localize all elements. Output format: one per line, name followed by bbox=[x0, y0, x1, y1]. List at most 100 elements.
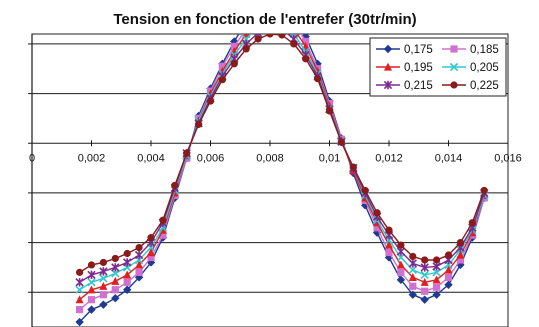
data-point-5-10 bbox=[195, 120, 203, 128]
data-point-2-0 bbox=[75, 295, 84, 304]
data-point-4-28 bbox=[408, 259, 417, 268]
legend-label-5: 0,225 bbox=[470, 80, 499, 92]
data-point-0-4 bbox=[123, 285, 132, 294]
data-point-5-15 bbox=[254, 35, 262, 43]
data-point-1-3 bbox=[111, 286, 119, 294]
data-point-0-17 bbox=[278, 0, 286, 4]
series-line-3 bbox=[79, 34, 485, 291]
data-point-5-24 bbox=[361, 186, 369, 195]
legend-item-3: 0,205 bbox=[442, 62, 499, 74]
legend-item-2: 0,195 bbox=[376, 62, 433, 74]
data-point-5-18 bbox=[290, 40, 298, 48]
data-point-5-17 bbox=[278, 34, 286, 39]
data-point-3-28 bbox=[408, 265, 417, 275]
data-point-4-5 bbox=[134, 250, 144, 260]
data-point-0-31 bbox=[444, 280, 453, 289]
data-point-5-16 bbox=[266, 34, 274, 38]
data-point-5-20 bbox=[314, 75, 322, 83]
data-point-5-2 bbox=[99, 258, 107, 267]
data-point-2-29 bbox=[420, 277, 429, 286]
data-point-0-0 bbox=[75, 317, 84, 327]
data-point-1-4 bbox=[123, 278, 131, 286]
data-point-1-30 bbox=[433, 283, 441, 291]
data-point-4-4 bbox=[123, 258, 132, 267]
data-point-4-29 bbox=[420, 263, 429, 272]
data-point-5-14 bbox=[242, 45, 250, 53]
data-point-0-27 bbox=[396, 275, 406, 285]
data-point-5-11 bbox=[206, 97, 215, 105]
legend-marker-2 bbox=[384, 62, 392, 71]
legend-label-4: 0,215 bbox=[404, 80, 433, 92]
legend-item-0: 0,175 bbox=[376, 44, 433, 56]
x-tick-labels: 0 0,002 0,004 0,006 0,008 0,01 0,012 0,014 0,016 bbox=[29, 152, 522, 164]
data-point-3-1 bbox=[87, 278, 96, 287]
x-tick-label-1: 0,002 bbox=[78, 152, 106, 164]
legend-item-5: 0,225 bbox=[442, 80, 499, 92]
data-point-5-28 bbox=[409, 252, 417, 261]
x-tick-label-7: 0,014 bbox=[435, 152, 463, 164]
data-point-2-28 bbox=[408, 272, 417, 281]
data-point-5-0 bbox=[76, 268, 84, 276]
data-point-5-30 bbox=[433, 256, 441, 264]
data-point-3-3 bbox=[111, 269, 120, 278]
legend-item-4: 0,215 bbox=[376, 80, 433, 92]
x-tick-label-3: 0,006 bbox=[197, 152, 225, 164]
legend: 0,175 0,185 0,195 0,205 0,215 0,225 bbox=[369, 37, 507, 97]
data-point-1-5 bbox=[135, 268, 143, 276]
data-point-0-2 bbox=[99, 300, 108, 309]
data-point-2-31 bbox=[444, 265, 453, 274]
legend-item-1: 0,185 bbox=[442, 44, 499, 56]
data-point-5-1 bbox=[87, 261, 96, 269]
data-point-5-33 bbox=[468, 219, 476, 227]
data-point-5-6 bbox=[147, 234, 155, 242]
data-point-5-22 bbox=[337, 138, 345, 146]
legend-label-0: 0,175 bbox=[404, 44, 433, 56]
series-line-0 bbox=[79, 34, 485, 323]
chart-title: Tension en fonction de l'entrefer (30tr/… bbox=[113, 11, 416, 28]
data-point-5-31 bbox=[444, 251, 453, 259]
data-point-2-6 bbox=[147, 248, 155, 257]
data-point-5-4 bbox=[123, 249, 131, 258]
x-tick-label-6: 0,012 bbox=[375, 152, 403, 164]
data-point-5-19 bbox=[302, 55, 310, 63]
data-point-5-13 bbox=[230, 60, 238, 68]
data-point-5-29 bbox=[421, 256, 429, 264]
series-5 bbox=[76, 34, 488, 276]
series-line-4 bbox=[79, 34, 485, 283]
legend-marker-5 bbox=[450, 81, 458, 89]
data-point-1-25 bbox=[373, 224, 381, 232]
x-tick-label-2: 0,004 bbox=[137, 152, 165, 164]
data-point-0-30 bbox=[432, 290, 441, 299]
data-point-5-25 bbox=[373, 209, 381, 217]
data-point-5-32 bbox=[456, 238, 464, 247]
data-point-4-27 bbox=[396, 247, 406, 256]
legend-label-3: 0,205 bbox=[470, 62, 499, 74]
series-line-1 bbox=[79, 34, 485, 311]
data-point-1-27 bbox=[397, 268, 405, 276]
data-point-0-3 bbox=[111, 293, 120, 303]
data-point-5-8 bbox=[171, 181, 179, 190]
data-point-5-27 bbox=[397, 241, 405, 249]
data-point-1-19 bbox=[302, 37, 310, 46]
data-point-3-29 bbox=[420, 270, 429, 280]
data-point-2-30 bbox=[432, 275, 441, 284]
data-point-1-2 bbox=[99, 291, 107, 299]
data-point-3-30 bbox=[432, 268, 441, 277]
series-group bbox=[75, 0, 489, 327]
x-tick-label-5: 0,01 bbox=[319, 152, 340, 164]
data-point-0-15 bbox=[254, 2, 262, 10]
data-point-1-0 bbox=[76, 306, 84, 314]
data-point-4-0 bbox=[75, 278, 84, 287]
data-point-3-27 bbox=[396, 253, 406, 262]
data-point-2-26 bbox=[385, 240, 393, 249]
data-point-5-3 bbox=[111, 254, 119, 263]
data-point-4-30 bbox=[432, 262, 441, 271]
data-point-5-23 bbox=[349, 163, 357, 171]
legend-marker-1 bbox=[450, 45, 458, 53]
data-point-4-1 bbox=[87, 270, 96, 280]
legend-marker-0 bbox=[383, 44, 393, 54]
data-point-5-9 bbox=[183, 149, 191, 157]
data-point-1-13 bbox=[230, 42, 238, 51]
data-point-0-28 bbox=[408, 290, 417, 299]
